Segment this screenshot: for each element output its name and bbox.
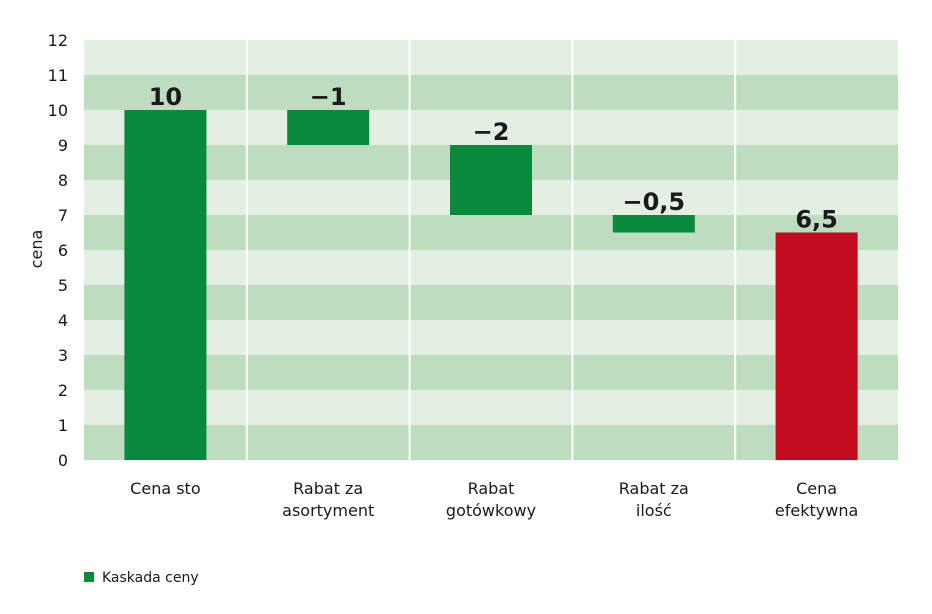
x-tick-label: Cena sto	[130, 479, 200, 498]
grid-band	[84, 75, 898, 110]
bar	[124, 110, 207, 460]
grid-band	[84, 355, 898, 390]
y-tick-label: 3	[58, 346, 68, 365]
data-label: −0,5	[622, 188, 685, 216]
y-axis-title: cena	[27, 230, 46, 269]
y-tick-label: 5	[58, 276, 68, 295]
data-labels: 10 −1 −2 −0,5 6,5	[149, 83, 838, 234]
y-tick-label: 1	[58, 416, 68, 435]
data-label: 6,5	[795, 206, 838, 234]
data-label: −2	[473, 118, 510, 146]
x-tick-label: efektywna	[775, 501, 858, 520]
x-tick-label: Rabat za	[293, 479, 363, 498]
x-tick-label: ilość	[636, 501, 672, 520]
legend-swatch	[84, 572, 94, 582]
grid-band	[84, 390, 898, 425]
y-tick-label: 2	[58, 381, 68, 400]
category-separators	[245, 40, 737, 460]
y-tick-label: 11	[48, 66, 68, 85]
data-label: −1	[310, 83, 347, 111]
grid-band	[84, 110, 898, 145]
x-tick-label: Rabat za	[619, 479, 689, 498]
grid-band	[84, 285, 898, 320]
bar	[775, 232, 858, 460]
y-tick-label: 9	[58, 136, 68, 155]
bar	[612, 215, 695, 233]
legend-label: Kaskada ceny	[102, 570, 199, 586]
grid-band	[84, 320, 898, 355]
legend: Kaskada ceny	[84, 570, 199, 586]
grid-band	[84, 425, 898, 460]
y-tick-label: 8	[58, 171, 68, 190]
data-label: 10	[149, 83, 182, 111]
bar	[450, 145, 532, 215]
y-tick-label: 4	[58, 311, 68, 330]
y-tick-label: 10	[48, 101, 68, 120]
y-tick-label: 7	[58, 206, 68, 225]
x-tick-label: Cena	[796, 479, 837, 498]
x-tick-label: Rabat	[468, 479, 515, 498]
x-tick-label: asortyment	[282, 501, 374, 520]
y-tick-label: 6	[58, 241, 68, 260]
grid-band	[84, 250, 898, 285]
y-tick-label: 12	[48, 31, 68, 50]
y-tick-label: 0	[58, 451, 68, 470]
x-tick-label: gotówkowy	[446, 501, 536, 520]
grid-band	[84, 215, 898, 250]
bars	[124, 110, 858, 460]
bar	[287, 110, 370, 145]
grid-band	[84, 40, 898, 75]
x-axis-labels: Cena sto Rabat za asortyment Rabat gotówkowy…	[130, 479, 858, 520]
